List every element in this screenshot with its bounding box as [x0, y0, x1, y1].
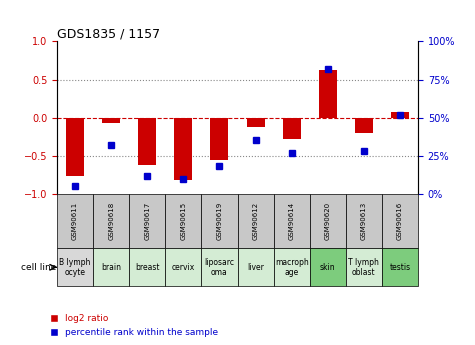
- Bar: [319, 70, 337, 118]
- Text: brain: brain: [101, 263, 121, 272]
- Text: GSM90618: GSM90618: [108, 202, 114, 240]
- Text: GSM90620: GSM90620: [325, 202, 331, 240]
- FancyBboxPatch shape: [238, 194, 274, 248]
- FancyBboxPatch shape: [274, 248, 310, 286]
- Bar: [102, 118, 120, 123]
- FancyBboxPatch shape: [201, 248, 238, 286]
- FancyBboxPatch shape: [274, 194, 310, 248]
- FancyBboxPatch shape: [310, 194, 346, 248]
- Bar: [210, 118, 228, 159]
- Text: GSM90612: GSM90612: [253, 202, 258, 240]
- Text: GDS1835 / 1157: GDS1835 / 1157: [57, 27, 160, 40]
- Text: B lymph
ocyte: B lymph ocyte: [59, 258, 91, 277]
- FancyBboxPatch shape: [129, 248, 165, 286]
- FancyBboxPatch shape: [346, 248, 382, 286]
- Text: GSM90614: GSM90614: [289, 202, 294, 240]
- Text: liposarc
oma: liposarc oma: [204, 258, 235, 277]
- Bar: [66, 118, 84, 176]
- Bar: [283, 118, 301, 139]
- Text: macroph
age: macroph age: [275, 258, 309, 277]
- Text: skin: skin: [320, 263, 335, 272]
- Text: GSM90619: GSM90619: [217, 202, 222, 240]
- Bar: [247, 118, 265, 127]
- Text: GSM90617: GSM90617: [144, 202, 150, 240]
- FancyBboxPatch shape: [310, 248, 346, 286]
- FancyBboxPatch shape: [201, 194, 238, 248]
- Bar: [138, 118, 156, 165]
- Text: breast: breast: [135, 263, 160, 272]
- FancyBboxPatch shape: [238, 248, 274, 286]
- Text: T lymph
oblast: T lymph oblast: [349, 258, 379, 277]
- FancyBboxPatch shape: [346, 194, 382, 248]
- Text: testis: testis: [390, 263, 410, 272]
- FancyBboxPatch shape: [93, 194, 129, 248]
- Text: GSM90611: GSM90611: [72, 202, 78, 240]
- FancyBboxPatch shape: [382, 248, 418, 286]
- Bar: [355, 118, 373, 133]
- Bar: [174, 118, 192, 180]
- Legend: log2 ratio, percentile rank within the sample: log2 ratio, percentile rank within the s…: [48, 311, 222, 341]
- FancyBboxPatch shape: [382, 194, 418, 248]
- FancyBboxPatch shape: [57, 194, 93, 248]
- Text: GSM90613: GSM90613: [361, 202, 367, 240]
- Text: GSM90616: GSM90616: [397, 202, 403, 240]
- Bar: [391, 112, 409, 118]
- FancyBboxPatch shape: [129, 194, 165, 248]
- Text: cervix: cervix: [172, 263, 195, 272]
- Text: liver: liver: [247, 263, 264, 272]
- FancyBboxPatch shape: [57, 248, 93, 286]
- FancyBboxPatch shape: [93, 248, 129, 286]
- FancyBboxPatch shape: [165, 194, 201, 248]
- FancyBboxPatch shape: [165, 248, 201, 286]
- Text: GSM90615: GSM90615: [180, 202, 186, 240]
- Text: cell line: cell line: [21, 263, 56, 272]
